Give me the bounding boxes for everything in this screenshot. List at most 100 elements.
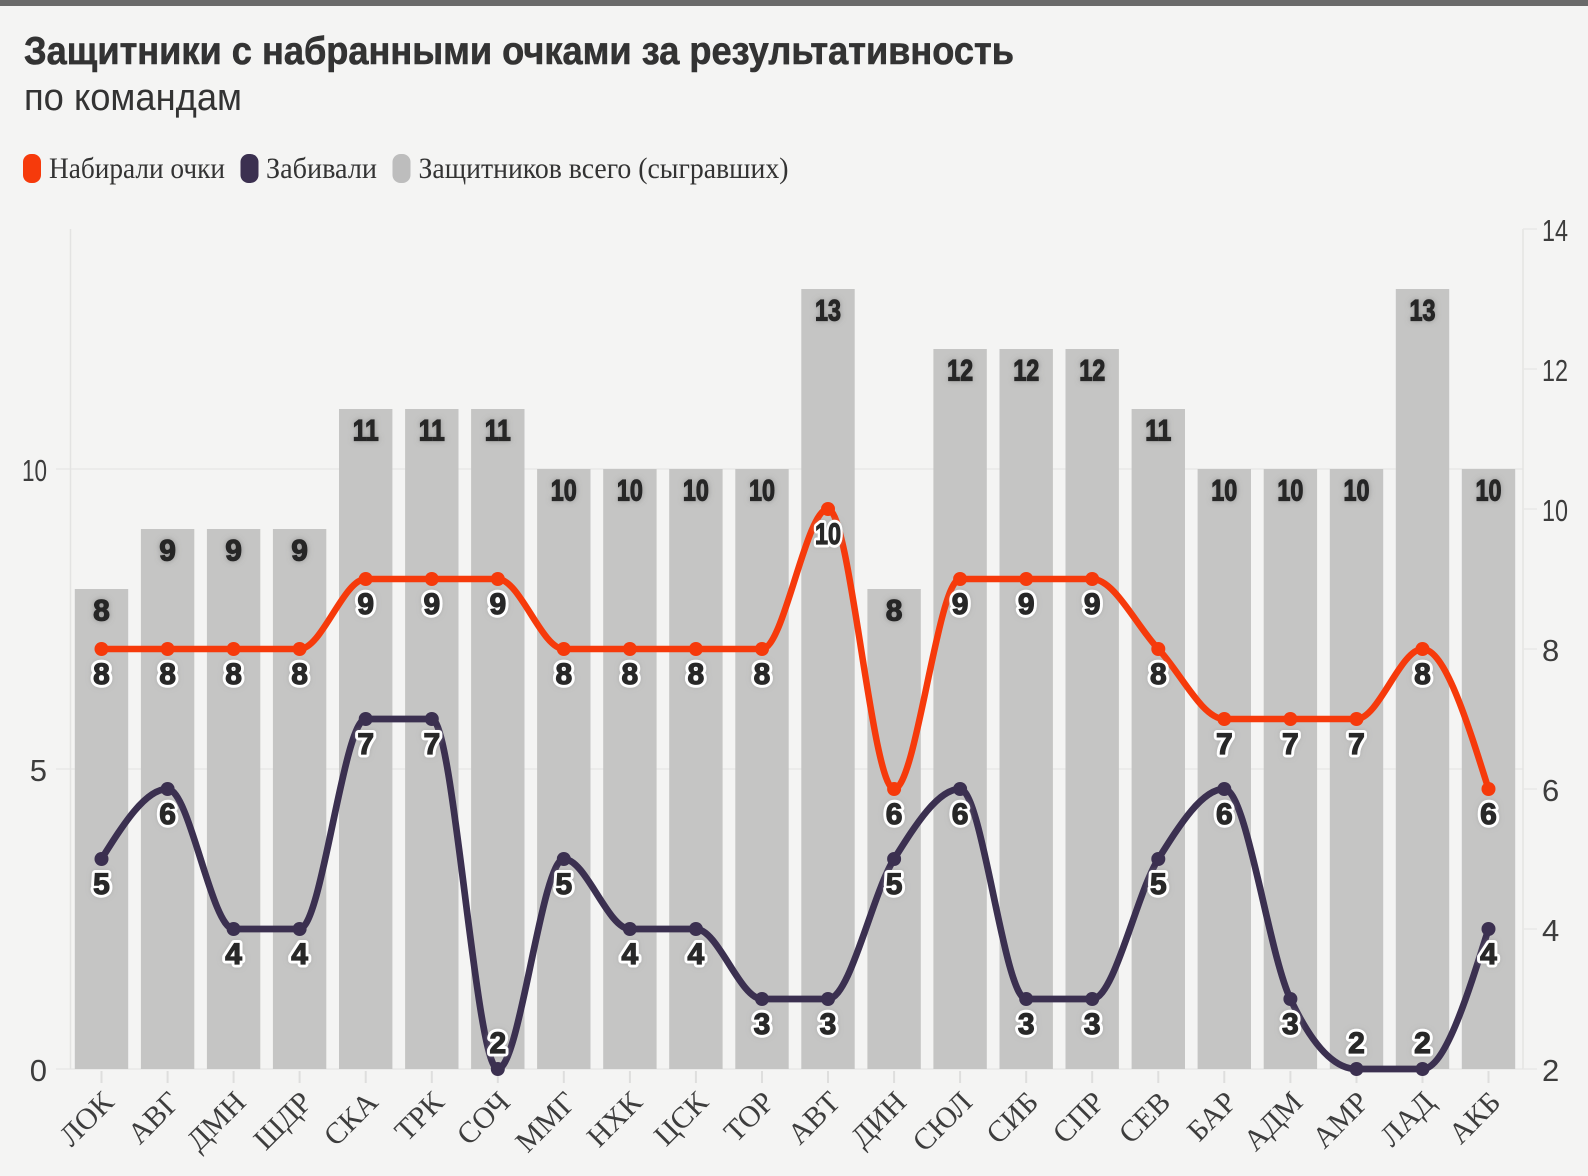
svg-text:2: 2: [1348, 1027, 1365, 1060]
svg-text:5: 5: [886, 868, 903, 901]
svg-text:9: 9: [159, 535, 176, 568]
svg-text:8: 8: [93, 595, 110, 628]
svg-text:10: 10: [1277, 475, 1303, 508]
svg-text:8: 8: [159, 658, 176, 691]
svg-text:4: 4: [622, 938, 639, 971]
svg-text:3: 3: [754, 1008, 771, 1041]
svg-text:10: 10: [1542, 493, 1568, 528]
svg-text:7: 7: [423, 728, 440, 761]
svg-text:9: 9: [423, 588, 440, 621]
svg-text:9: 9: [1018, 588, 1035, 621]
svg-text:8: 8: [622, 658, 639, 691]
svg-text:13: 13: [1410, 295, 1436, 328]
svg-text:2: 2: [489, 1027, 506, 1060]
svg-text:8: 8: [1414, 658, 1431, 691]
svg-text:8: 8: [291, 658, 308, 691]
svg-text:10: 10: [749, 475, 775, 508]
svg-text:8: 8: [886, 595, 903, 628]
svg-text:0: 0: [30, 1053, 47, 1088]
svg-text:11: 11: [419, 415, 445, 448]
svg-text:10: 10: [815, 518, 841, 551]
svg-text:6: 6: [159, 798, 176, 831]
svg-text:2: 2: [489, 1027, 506, 1060]
svg-text:8: 8: [622, 658, 639, 691]
svg-text:9: 9: [1084, 588, 1101, 621]
svg-text:по командам: по командам: [24, 77, 242, 119]
svg-text:7: 7: [1216, 728, 1233, 761]
svg-text:3: 3: [1084, 1008, 1101, 1041]
svg-text:7: 7: [357, 728, 374, 761]
svg-text:8: 8: [1542, 633, 1559, 668]
svg-text:9: 9: [291, 535, 308, 568]
svg-text:8: 8: [1150, 658, 1167, 691]
svg-text:3: 3: [1084, 1008, 1101, 1041]
svg-text:6: 6: [1216, 798, 1233, 831]
svg-text:4: 4: [291, 938, 308, 971]
svg-text:7: 7: [423, 728, 440, 761]
svg-text:3: 3: [820, 1008, 837, 1041]
svg-text:Набирали очки: Набирали очки: [49, 152, 225, 185]
svg-text:12: 12: [947, 355, 973, 388]
svg-text:6: 6: [886, 798, 903, 831]
svg-text:6: 6: [886, 798, 903, 831]
svg-text:8: 8: [555, 658, 572, 691]
svg-text:9: 9: [489, 588, 506, 621]
svg-text:8: 8: [1414, 658, 1431, 691]
svg-text:6: 6: [952, 798, 969, 831]
svg-text:7: 7: [1348, 728, 1365, 761]
svg-text:10: 10: [551, 475, 577, 508]
svg-text:10: 10: [617, 475, 643, 508]
svg-text:7: 7: [1282, 728, 1299, 761]
svg-text:3: 3: [1018, 1008, 1035, 1041]
svg-text:6: 6: [952, 798, 969, 831]
svg-text:9: 9: [357, 588, 374, 621]
svg-text:8: 8: [688, 658, 705, 691]
svg-text:3: 3: [820, 1008, 837, 1041]
svg-text:8: 8: [754, 658, 771, 691]
svg-text:10: 10: [1344, 475, 1370, 508]
svg-text:7: 7: [1282, 728, 1299, 761]
svg-text:8: 8: [225, 658, 242, 691]
svg-text:10: 10: [1211, 475, 1237, 508]
svg-text:8: 8: [555, 658, 572, 691]
svg-text:2: 2: [1414, 1027, 1431, 1060]
svg-text:5: 5: [1150, 868, 1167, 901]
svg-text:8: 8: [225, 658, 242, 691]
svg-text:7: 7: [1348, 728, 1365, 761]
svg-text:2: 2: [1542, 1053, 1559, 1088]
svg-text:5: 5: [93, 868, 110, 901]
svg-text:9: 9: [952, 588, 969, 621]
svg-text:6: 6: [1216, 798, 1233, 831]
svg-text:3: 3: [1018, 1008, 1035, 1041]
svg-text:2: 2: [1414, 1027, 1431, 1060]
svg-text:12: 12: [1079, 355, 1105, 388]
svg-text:11: 11: [485, 415, 511, 448]
svg-text:7: 7: [1216, 728, 1233, 761]
svg-text:8: 8: [688, 658, 705, 691]
svg-text:6: 6: [1542, 773, 1559, 808]
svg-text:10: 10: [815, 518, 841, 551]
svg-text:5: 5: [886, 868, 903, 901]
svg-text:Защитники с набранными очками: Защитники с набранными очками за результ…: [24, 30, 1014, 73]
svg-text:3: 3: [1282, 1008, 1299, 1041]
svg-text:Забивали: Забивали: [266, 152, 377, 185]
svg-text:9: 9: [952, 588, 969, 621]
svg-text:5: 5: [555, 868, 572, 901]
svg-text:3: 3: [1282, 1008, 1299, 1041]
svg-text:5: 5: [1150, 868, 1167, 901]
svg-text:5: 5: [30, 753, 47, 788]
svg-text:5: 5: [555, 868, 572, 901]
svg-text:7: 7: [357, 728, 374, 761]
svg-text:14: 14: [1542, 213, 1568, 248]
svg-text:10: 10: [683, 475, 709, 508]
svg-text:8: 8: [159, 658, 176, 691]
svg-text:4: 4: [291, 938, 308, 971]
svg-text:12: 12: [1013, 355, 1039, 388]
svg-text:9: 9: [423, 588, 440, 621]
svg-text:8: 8: [93, 658, 110, 691]
svg-text:4: 4: [225, 938, 242, 971]
svg-text:2: 2: [1348, 1027, 1365, 1060]
svg-text:8: 8: [291, 658, 308, 691]
svg-text:13: 13: [815, 295, 841, 328]
svg-text:9: 9: [357, 588, 374, 621]
